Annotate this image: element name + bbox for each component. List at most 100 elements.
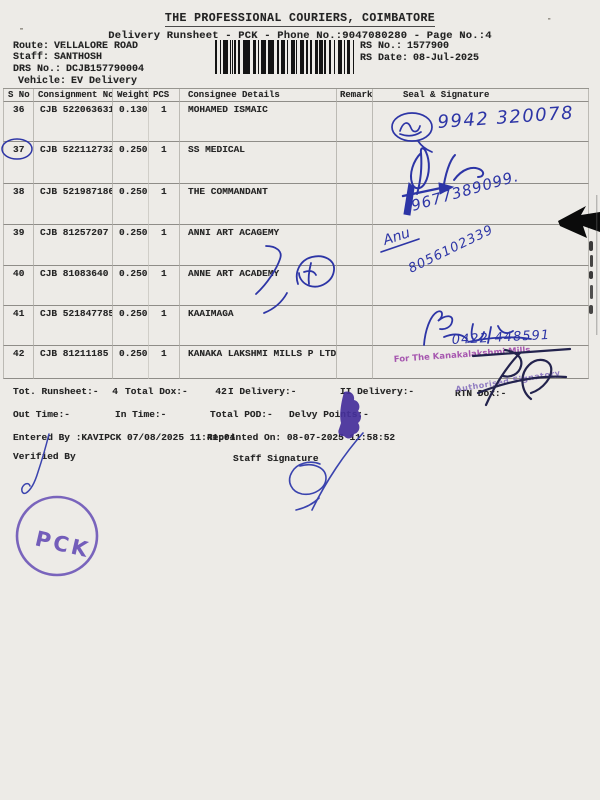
- table-row-cell-sno: 40: [3, 266, 34, 306]
- table-row-cell-sno: 38: [3, 184, 34, 225]
- tot-runsheet-value: 4: [112, 386, 118, 397]
- rs-no-value: 1577900: [407, 41, 450, 52]
- table-row-cell-consignee: KAAIMAGA: [180, 306, 337, 346]
- scan-specks: [20, 18, 551, 48]
- table-row-cell-pcs: 1: [149, 142, 180, 184]
- drs-value: DCJB157790004: [66, 64, 145, 75]
- table-row-cell-sno: 37: [3, 142, 34, 184]
- ii-delivery-label: II Delivery:-: [340, 386, 415, 397]
- document-subheader: Delivery Runsheet - PCK - Phone No.:9047…: [0, 25, 600, 43]
- table-row-cell-consignment: CJB 81211185: [34, 346, 113, 379]
- table-row-cell-seal: [373, 225, 589, 266]
- pck-stamp-text: PCK: [33, 526, 93, 562]
- table-row-cell-sno: 41: [3, 306, 34, 346]
- drs-line: DRS No.: DCJB157790004: [13, 64, 144, 75]
- table-row-cell-consignee: MOHAMED ISMAIC: [180, 102, 337, 142]
- scan-artifact: [558, 195, 600, 335]
- total-dox-label: Total Dox:-: [125, 386, 188, 397]
- pck-stamp: PCK: [15, 495, 99, 577]
- rs-no-line: RS No.: 1577900: [360, 41, 449, 52]
- page-title: THE PROFESSIONAL COURIERS, COIMBATORE: [164, 12, 436, 27]
- table-row-cell-consignee: THE COMMANDANT: [180, 184, 337, 225]
- rtn-dox-label: RTN Dox:-: [455, 388, 507, 399]
- row37-serial-circle: [1, 138, 33, 160]
- mills-stamp-text: For The Kanakalakshmi Mills: [394, 345, 531, 365]
- staff-signature-label: Staff Signature: [233, 453, 319, 464]
- handwritten-name-row39: Anu: [380, 225, 412, 249]
- row36-signature-scribble: [391, 112, 433, 153]
- table-row-cell-weight: 0.250: [113, 184, 149, 225]
- tot-runsheet: Tot. Runsheet:- 4: [13, 386, 118, 397]
- verified-by-signature: [21, 433, 50, 495]
- vehicle-label: Vehicle:: [18, 76, 67, 87]
- table-row-cell-consignment: CJB 81257207: [34, 225, 113, 266]
- col-header-sno: S No: [3, 89, 34, 102]
- table-row-cell-consignment: CJB 522063631: [34, 102, 113, 142]
- route-line: Route: VELLALORE ROAD: [13, 41, 138, 52]
- page-subtitle: Delivery Runsheet - PCK - Phone No.:9047…: [108, 30, 492, 42]
- in-time-label: In Time:-: [115, 409, 167, 420]
- table-row-cell-weight: 0.130: [113, 102, 149, 142]
- table-row-cell-seal: [373, 102, 589, 142]
- staff-value: SANTHOSH: [54, 52, 103, 63]
- col-header-consignment: Consignment No: [34, 89, 113, 102]
- table-row-cell-remarks: [337, 102, 373, 142]
- staff-line: Staff: SANTHOSH: [13, 52, 102, 63]
- verified-by-label: Verified By: [13, 451, 76, 462]
- table-row-cell-remarks: [337, 266, 373, 306]
- staff-label: Staff:: [13, 52, 50, 63]
- staff-signature: [288, 432, 364, 511]
- total-dox-value: 42: [215, 386, 227, 397]
- table-row-cell-pcs: 1: [149, 346, 180, 379]
- ink-blob: [338, 391, 361, 439]
- table-row-cell-seal: [373, 142, 589, 184]
- authorised-signatory-stamp-text: Authorised Signatory: [455, 368, 561, 394]
- entered-by-line: Entered By :KAVIPCK 07/08/2025 11:41:04: [13, 432, 236, 443]
- total-dox: Total Dox:- 42: [125, 386, 227, 397]
- route-value: VELLALORE ROAD: [54, 41, 139, 52]
- table-row-cell-weight: 0.250: [113, 306, 149, 346]
- consignment-table: S No Consignment No Weight PCS Consignee…: [3, 88, 589, 379]
- col-header-remarks: Remarks: [337, 89, 373, 102]
- handwritten-phone-row39: 8056102339: [406, 222, 496, 276]
- table-row-cell-weight: 0.250: [113, 266, 149, 306]
- table-row-cell-consignee: SS MEDICAL: [180, 142, 337, 184]
- row42-signature: [471, 347, 572, 407]
- table-row-cell-remarks: [337, 346, 373, 379]
- row41-signature: [423, 310, 532, 346]
- vehicle-value: EV Delivery: [71, 76, 138, 87]
- table-row-cell-pcs: 1: [149, 306, 180, 346]
- table-row-cell-remarks: [337, 142, 373, 184]
- total-pod-label: Total POD:-: [210, 409, 273, 420]
- out-time-label: Out Time:-: [13, 409, 71, 420]
- row38-signature-arrow: [401, 181, 455, 216]
- table-row-cell-pcs: 1: [149, 266, 180, 306]
- table-row-cell-seal: [373, 266, 589, 306]
- i-delivery-label: I Delivery:-: [228, 386, 297, 397]
- rs-date-value: 08-Jul-2025: [413, 53, 480, 64]
- table-row-cell-pcs: 1: [149, 225, 180, 266]
- col-header-pcs: PCS: [149, 89, 180, 102]
- table-row-cell-consignee: KANAKA LAKSHMI MILLS P LTD: [180, 346, 337, 379]
- table-row-cell-weight: 0.250: [113, 142, 149, 184]
- vehicle-line: Vehicle: EV Delivery: [18, 76, 137, 87]
- col-header-weight: Weight: [113, 89, 149, 102]
- table-row-cell-consignment: CJB 522112732: [34, 142, 113, 184]
- col-header-seal: Seal & Signature: [373, 89, 589, 102]
- rs-date-line: RS Date: 08-Jul-2025: [360, 53, 479, 64]
- table-row-cell-pcs: 1: [149, 184, 180, 225]
- barcode: [215, 40, 355, 74]
- route-label: Route:: [13, 41, 50, 52]
- table-row-cell-seal: [373, 184, 589, 225]
- table-row-cell-weight: 0.250: [113, 346, 149, 379]
- table-row-cell-remarks: [337, 306, 373, 346]
- table-row-cell-seal: [373, 306, 589, 346]
- table-row-cell-remarks: [337, 184, 373, 225]
- table-row-cell-sno: 36: [3, 102, 34, 142]
- rs-no-label: RS No.:: [360, 41, 403, 52]
- table-row-cell-remarks: [337, 225, 373, 266]
- table-row-cell-consignment: CJB 521847785: [34, 306, 113, 346]
- col-header-consignee: Consignee Details: [180, 89, 337, 102]
- delvy-points-label: Delvy Points:-: [289, 409, 369, 420]
